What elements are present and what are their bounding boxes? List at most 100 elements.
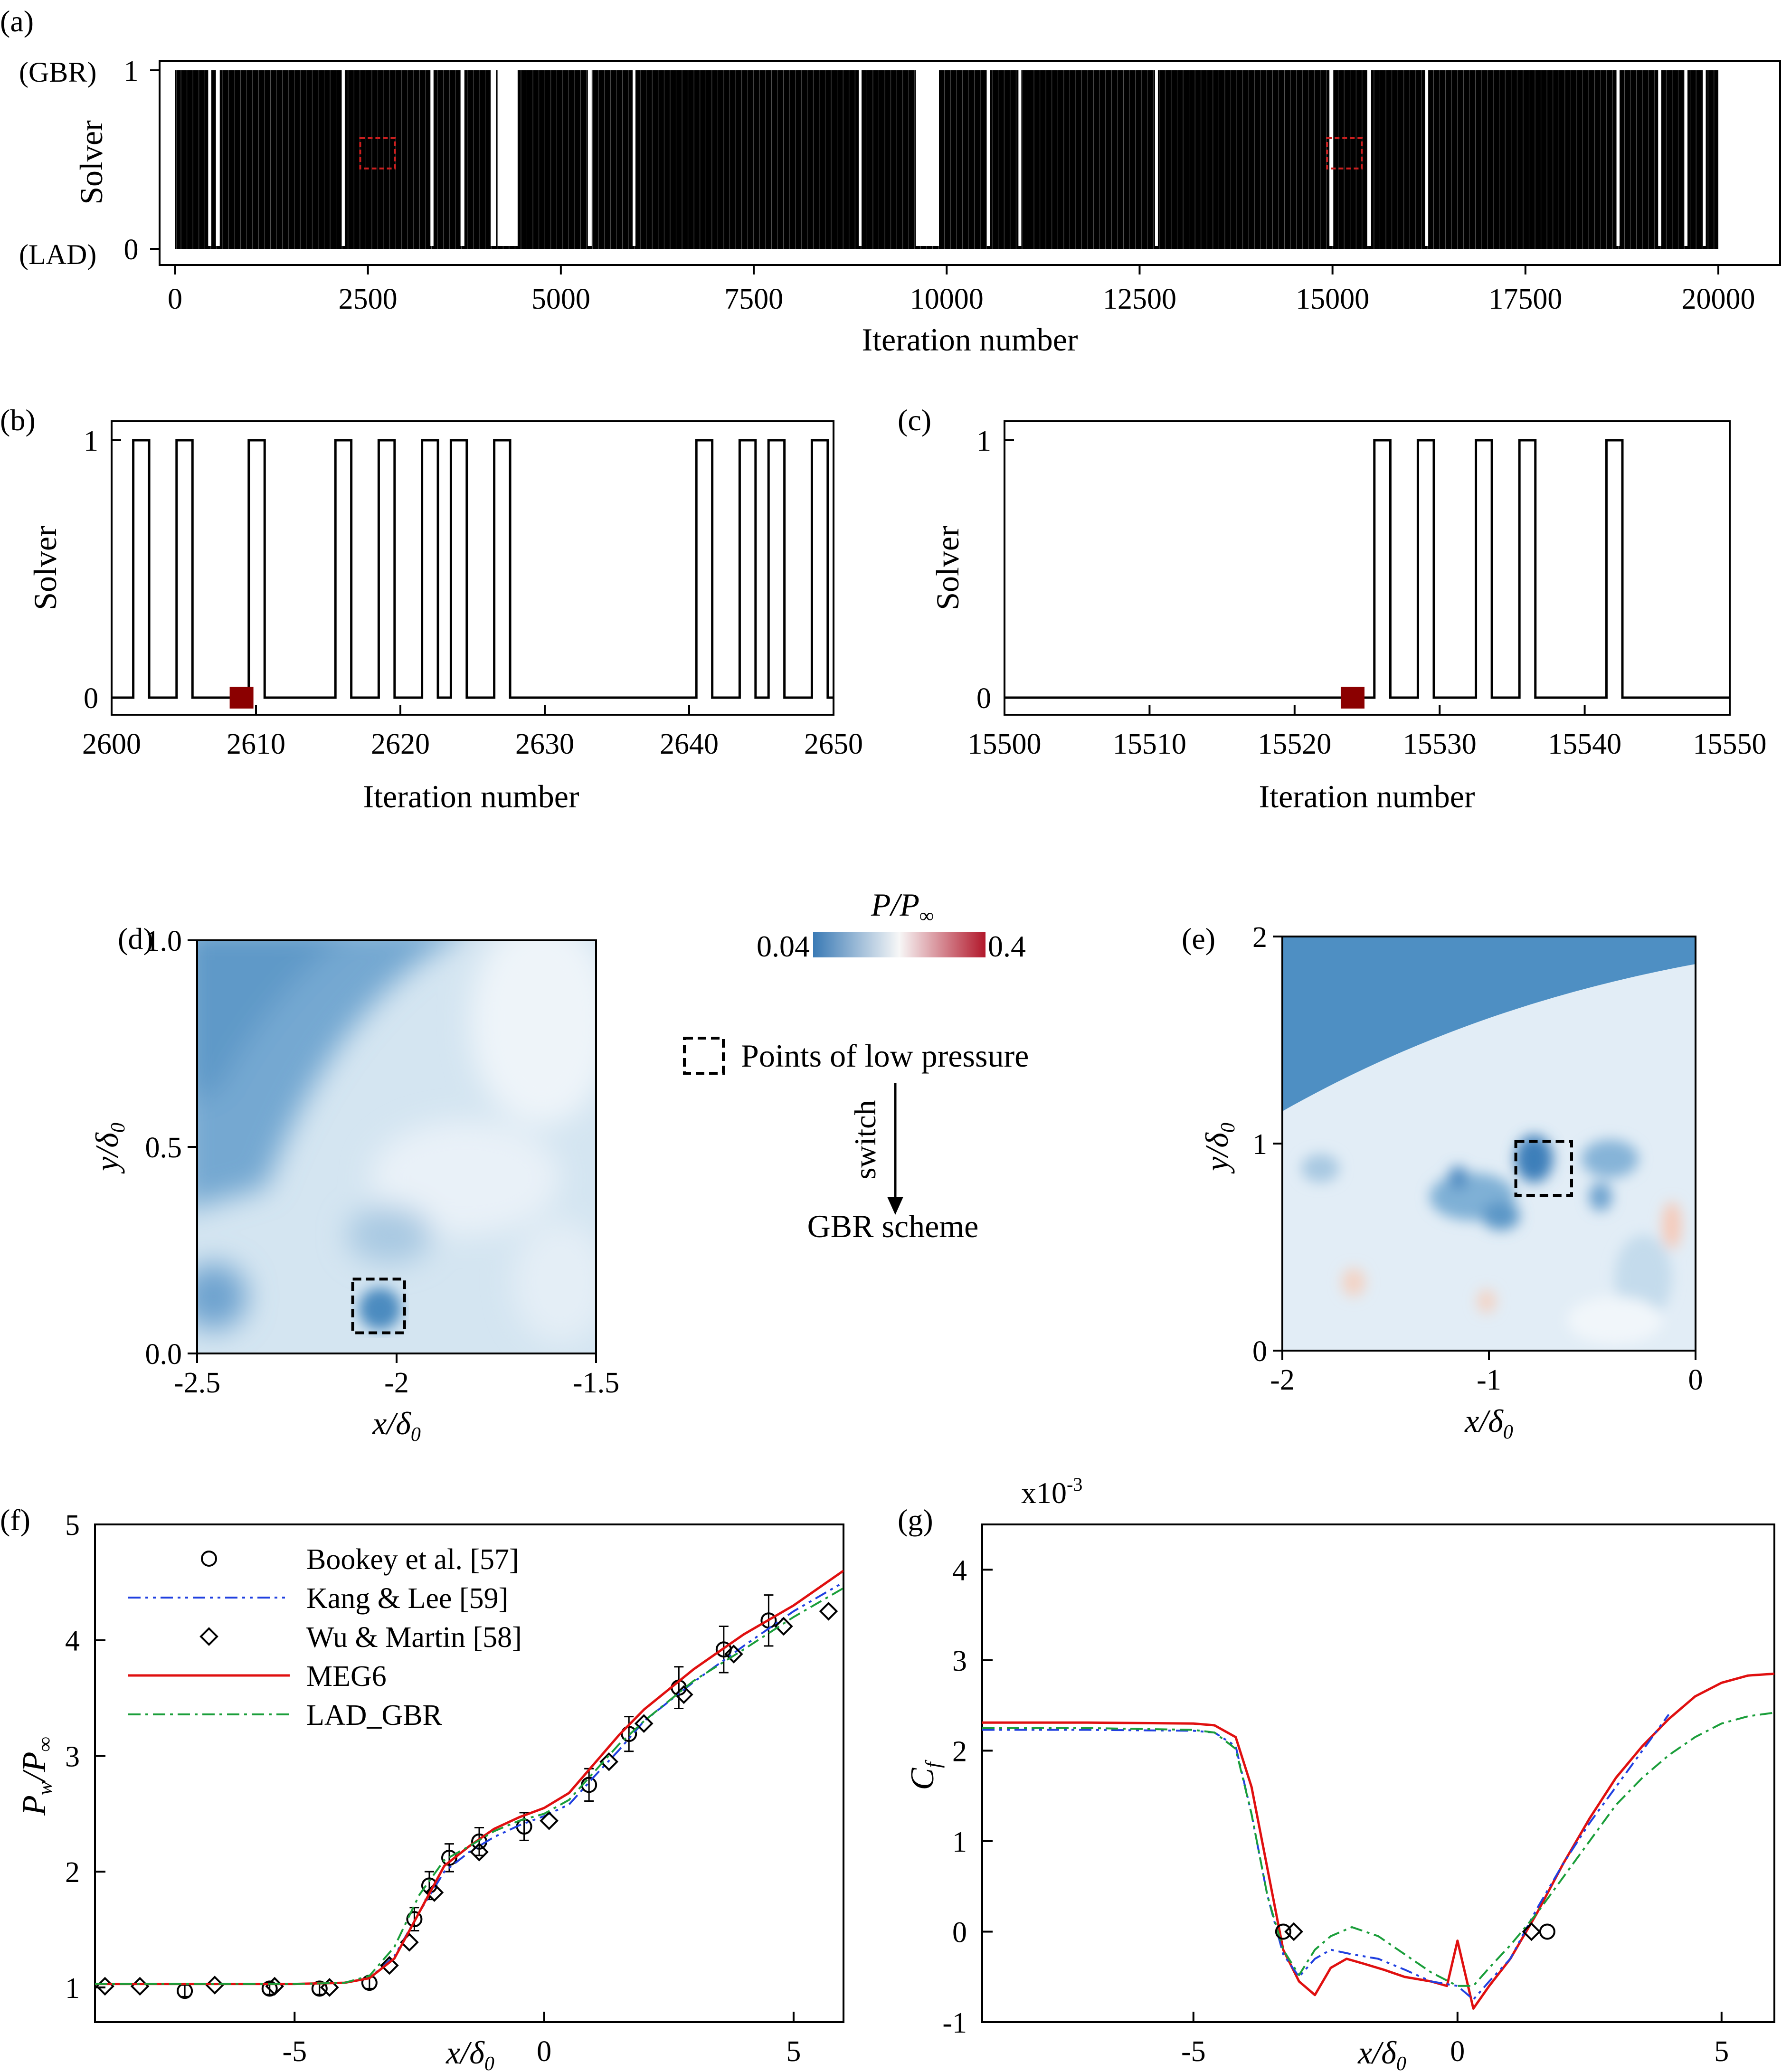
- x-tick-label: 15510: [1113, 728, 1186, 760]
- x-axis-label: Iteration number: [1259, 778, 1475, 814]
- x-tick-label: 2500: [339, 283, 398, 315]
- y-tick-label: 2: [952, 1735, 967, 1768]
- x-tick-label: 15520: [1258, 728, 1331, 760]
- x-tick-label: 2650: [804, 728, 863, 760]
- pressure-map-e: -2 -1 0 0 1 2 y/δ0 x/δ0: [1199, 921, 1703, 1443]
- y-axis-label: Cf: [904, 1760, 945, 1790]
- y-tick-label: -1: [942, 2007, 967, 2039]
- plot-frame: [111, 420, 834, 716]
- lad-gap: [1616, 70, 1620, 246]
- y-axis-label: Pw/P∞: [16, 1737, 57, 1816]
- lad-gap: [1018, 70, 1022, 246]
- y-tick-label: 0: [976, 682, 991, 715]
- x-tick-label: -5: [282, 2035, 307, 2068]
- data-point-circle: [1275, 1923, 1291, 1940]
- solver-bars: [175, 70, 1719, 249]
- lad-gap: [1155, 70, 1158, 246]
- x-tick-label: 15530: [1403, 728, 1477, 760]
- colorbar-label: P/P∞: [871, 887, 934, 927]
- x-tick-label: -1: [1477, 1364, 1501, 1396]
- panel-label-a: (a): [0, 4, 34, 38]
- y-tick-label: 2: [65, 1856, 80, 1889]
- x-tick-label: 15550: [1693, 728, 1767, 760]
- x-tick-label: 12500: [1103, 283, 1176, 315]
- solver-series-line: [1004, 439, 1730, 699]
- y-axis-label: y/δ0: [1199, 1123, 1239, 1174]
- data-point-circle: [406, 1911, 423, 1928]
- skin-friction-chart: -5 0 5 -1 0 1 2 3 4 x10-3 Cf x/δ0: [904, 1474, 1775, 2072]
- x-tick-label: 0: [537, 2035, 551, 2068]
- series-line: [95, 1581, 843, 1985]
- x-tick-label: 0: [168, 283, 182, 315]
- x-tick-label: 5000: [531, 283, 590, 315]
- x-tick-label: 5: [1714, 2035, 1729, 2068]
- y-tick-label: 4: [952, 1554, 967, 1587]
- y-tick-label: 1: [952, 1826, 967, 1858]
- lad-gap: [1367, 70, 1371, 246]
- legend-dashed-box: [683, 1037, 725, 1075]
- x-tick-label: 20000: [1682, 283, 1755, 315]
- panel-label-g: (g): [898, 1503, 933, 1537]
- lad-gap: [208, 70, 211, 246]
- legend-label: Kang & Lee [59]: [306, 1582, 508, 1615]
- lad-gap: [859, 70, 862, 246]
- lad-gap: [986, 70, 990, 246]
- pressure-colorbar: P/P∞ 0.04 0.4: [757, 887, 1026, 963]
- plot-frame: [159, 60, 1781, 266]
- colorbar-max-label: 0.4: [988, 929, 1026, 963]
- scale-label: x10-3: [1021, 1474, 1082, 1510]
- switch-marker: [229, 687, 254, 709]
- data-point-diamond: [540, 1811, 559, 1830]
- axis-ticks: 2600 2610 2620 2630 2640 2650 1 0: [82, 425, 863, 760]
- scheme-label: GBR scheme: [807, 1208, 979, 1244]
- data-point-diamond: [470, 1842, 489, 1862]
- legend-label: MEG6: [306, 1660, 387, 1693]
- data-point-circle: [261, 1980, 278, 1997]
- data-point-diamond: [599, 1752, 619, 1771]
- panel-label-f: (f): [0, 1503, 30, 1537]
- lad-gap: [1329, 70, 1334, 246]
- x-tick-label: 2640: [660, 728, 719, 760]
- lad-gap: [216, 70, 220, 246]
- lad-gap: [1684, 70, 1688, 246]
- pressure-field: [197, 940, 596, 1353]
- x-tick-label: -1.5: [573, 1367, 619, 1399]
- lad-gap: [632, 70, 635, 246]
- x-tick-label: 2630: [515, 728, 574, 760]
- panel-label-d: (d): [118, 922, 153, 956]
- lad-gap: [430, 70, 434, 246]
- zoom-region-box: [1326, 137, 1363, 170]
- data-point-diamond: [380, 1956, 399, 1975]
- y-tick-label: 1: [124, 55, 139, 87]
- x-tick-label: 5: [786, 2035, 801, 2068]
- data-point-diamond: [425, 1883, 444, 1902]
- y-tick-label: 0: [84, 682, 98, 715]
- x-tick-label: 2620: [371, 728, 430, 760]
- data-point-diamond: [674, 1685, 693, 1704]
- data-point-diamond: [1522, 1922, 1541, 1941]
- plot-frame: [1004, 420, 1731, 716]
- solver-region: [175, 70, 1719, 249]
- axis-ticks: -2 -1 0 0 1 2: [1252, 921, 1703, 1396]
- data-point-diamond: [1284, 1922, 1303, 1941]
- x-tick-label: -2.5: [174, 1367, 220, 1399]
- y-tick-label: 3: [65, 1741, 80, 1773]
- highlight-boxes: [359, 137, 1363, 170]
- data-point-diamond: [774, 1617, 793, 1636]
- x-axis-label: x/δ0: [1357, 2034, 1406, 2072]
- x-tick-label: 2610: [227, 728, 285, 760]
- lad-gap: [497, 70, 518, 246]
- lad-gap: [1703, 70, 1706, 246]
- y-axis-label: Solver: [27, 526, 63, 610]
- y-tick-label: 1.0: [145, 925, 182, 957]
- low-pressure-legend: Points of low pressure switch GBR scheme: [683, 1037, 1029, 1244]
- colorbar-gradient: [813, 932, 986, 957]
- axis-ticks: 0 2500 5000 7500 10000 12500 15000 17500 20000 1 0: [124, 55, 1755, 315]
- x-tick-label: 7500: [724, 283, 783, 315]
- x-tick-label: -5: [1181, 2035, 1206, 2068]
- y-tick-label: 1: [84, 425, 98, 457]
- data-point-circle: [1539, 1923, 1555, 1940]
- panel-label-b: (b): [0, 403, 36, 437]
- series-line: [982, 1713, 1670, 2001]
